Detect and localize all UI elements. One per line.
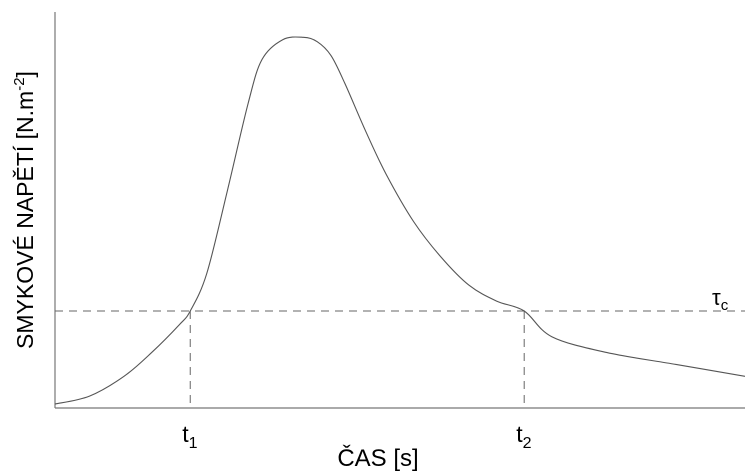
series-layer [54,36,745,405]
axes [54,12,745,409]
guides [55,310,745,408]
labels: τc t1 t2 ČAS [s] SMYKOVÉ NAPĚTÍ [N.m-2] [11,71,729,471]
x-tick-label-2: t2 [516,421,531,452]
y-axis-label: SMYKOVÉ NAPĚTÍ [N.m-2] [11,71,38,349]
x-tick-label-1: t1 [182,421,197,452]
series-line-1 [54,36,745,405]
threshold-label: τc [712,285,729,314]
x-axis-label: ČAS [s] [337,444,418,471]
